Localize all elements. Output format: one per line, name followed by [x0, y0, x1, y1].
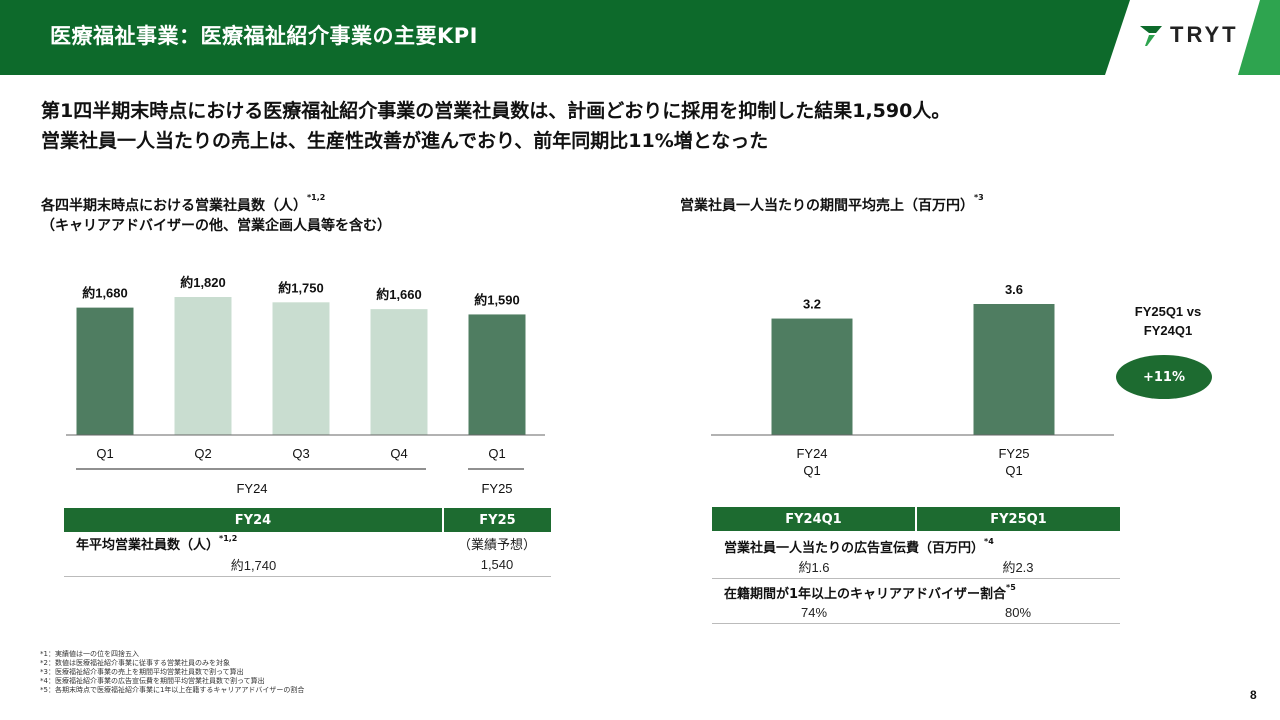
- tenure-row-label-sup: *5: [1006, 582, 1016, 592]
- footnote-5: *5：各期末時点で医療福祉紹介事業に1年以上在籍するキャリアアドバイザーの割合: [40, 686, 305, 694]
- bar: [771, 318, 853, 435]
- bar: [468, 314, 526, 435]
- comparison-label-line1: FY25Q1 vs: [1134, 304, 1202, 319]
- ad-cost-row-label-text: 営業社員一人当たりの広告宣伝費（百万円）: [724, 541, 985, 556]
- left-chart-title-sup: *1,2: [307, 193, 326, 202]
- ad-cost-fy24q1: 約1.6: [798, 560, 830, 576]
- bar: [76, 307, 134, 435]
- group-label-fy24: FY24: [236, 481, 267, 496]
- table-row-label-sup: *1,2: [219, 533, 238, 543]
- logo-text: TRYT: [1170, 22, 1239, 47]
- right-chart-title: 営業社員一人当たりの期間平均売上（百万円）*3: [680, 193, 984, 215]
- footnote-3: *3：医療福祉紹介事業の売上を期間平均営業社員数で割って算出: [40, 668, 244, 676]
- bar: [272, 302, 330, 435]
- left-chart-title: 各四半期末時点における営業社員数（人）*1,2: [41, 193, 326, 215]
- bar-data-label: 3.6: [1005, 282, 1023, 297]
- category-label: Q3: [292, 446, 309, 461]
- bar-data-label: 約1,660: [376, 287, 422, 302]
- table-value-fy25: 1,540: [480, 557, 514, 573]
- tenure-fy25q1: 80%: [1004, 604, 1032, 620]
- logo: TRYT: [1138, 20, 1239, 50]
- bar-data-label: 3.2: [803, 297, 821, 312]
- bar-data-label: 約1,820: [180, 275, 226, 290]
- table-header-fy24q1: FY24Q1: [712, 507, 917, 531]
- table-row-label: 年平均営業社員数（人）*1,2: [64, 532, 443, 554]
- right-chart-title-sup: *3: [974, 193, 984, 202]
- bar-data-label: 約1,680: [82, 286, 128, 301]
- category-label: Q1: [1005, 463, 1022, 478]
- bar: [174, 297, 232, 435]
- annual-employees-table: FY24 FY25 年平均営業社員数（人）*1,2 （業績予想） 約1,740 …: [64, 508, 551, 577]
- comparison-label-line2: FY24Q1: [1143, 323, 1193, 338]
- table-value-fy24: 約1,740: [230, 558, 277, 574]
- bar: [370, 309, 428, 435]
- category-label: Q4: [390, 446, 407, 461]
- left-chart-title-text: 各四半期末時点における営業社員数（人）: [41, 198, 307, 214]
- category-label: Q1: [96, 446, 113, 461]
- table-header-fy24: FY24: [64, 508, 444, 532]
- table-header-fy25q1: FY25Q1: [916, 507, 1120, 531]
- category-label: Q1: [803, 463, 820, 478]
- table-row-label-text: 年平均営業社員数（人）: [76, 537, 220, 553]
- header: 医療福祉事業：医療福祉紹介事業の主要KPI TRYT: [0, 0, 1280, 75]
- left-chart-subtitle: （キャリアアドバイザーの他、営業企画人員等を含む）: [41, 218, 391, 234]
- tenure-fy24q1: 74%: [800, 604, 828, 620]
- footnote-4: *4：医療福祉紹介事業の広告宣伝費を期間平均営業社員数で割って算出: [40, 677, 265, 685]
- ad-cost-row-label: 営業社員一人当たりの広告宣伝費（百万円）*4: [712, 531, 1120, 556]
- category-label: Q2: [194, 446, 211, 461]
- page-title: 医療福祉事業：医療福祉紹介事業の主要KPI: [50, 24, 478, 48]
- bar-data-label: 約1,590: [474, 292, 520, 307]
- right-chart-title-text: 営業社員一人当たりの期間平均売上（百万円）: [680, 198, 974, 214]
- footnote-2: *2：数値は医療福祉紹介事業に従事する営業社員のみを対象: [40, 659, 230, 667]
- group-label-fy25: FY25: [481, 481, 512, 496]
- footnote-1: *1：実績値は一の位を四捨五入: [40, 650, 139, 658]
- comparison-label: FY25Q1 vs FY24Q1: [1118, 302, 1218, 340]
- tenure-row-label: 在籍期間が1年以上のキャリアアドバイザー割合*5: [712, 578, 1120, 602]
- productivity-table: FY24Q1 FY25Q1 営業社員一人当たりの広告宣伝費（百万円）*4 約1.…: [712, 507, 1120, 624]
- ad-cost-row-label-sup: *4: [984, 537, 994, 546]
- category-label: FY25: [998, 446, 1029, 461]
- tenure-row-label-text: 在籍期間が1年以上のキャリアアドバイザー割合: [724, 586, 1007, 602]
- logo-mark-icon: [1140, 26, 1162, 46]
- header-bar: [0, 0, 1280, 75]
- table-header-fy25: FY25: [443, 508, 551, 532]
- page-number: 8: [1250, 688, 1257, 702]
- category-label: Q1: [488, 446, 505, 461]
- category-label: FY24: [796, 446, 827, 461]
- summary-line-2: 営業社員一人当たりの売上は、生産性改善が進んでおり、前年同期比11%増となった: [41, 130, 769, 152]
- summary-line-1: 第1四半期末時点における医療福祉紹介事業の営業社員数は、計画どおりに採用を抑制し…: [41, 100, 951, 122]
- growth-badge: +11%: [1116, 355, 1212, 399]
- footnotes: *1：実績値は一の位を四捨五入 *2：数値は医療福祉紹介事業に従事する営業社員の…: [40, 650, 304, 695]
- forecast-note: （業績予想）: [457, 536, 536, 552]
- bar-data-label: 約1,750: [278, 280, 324, 295]
- bar: [973, 304, 1055, 435]
- ad-cost-fy25q1: 約2.3: [1002, 560, 1034, 576]
